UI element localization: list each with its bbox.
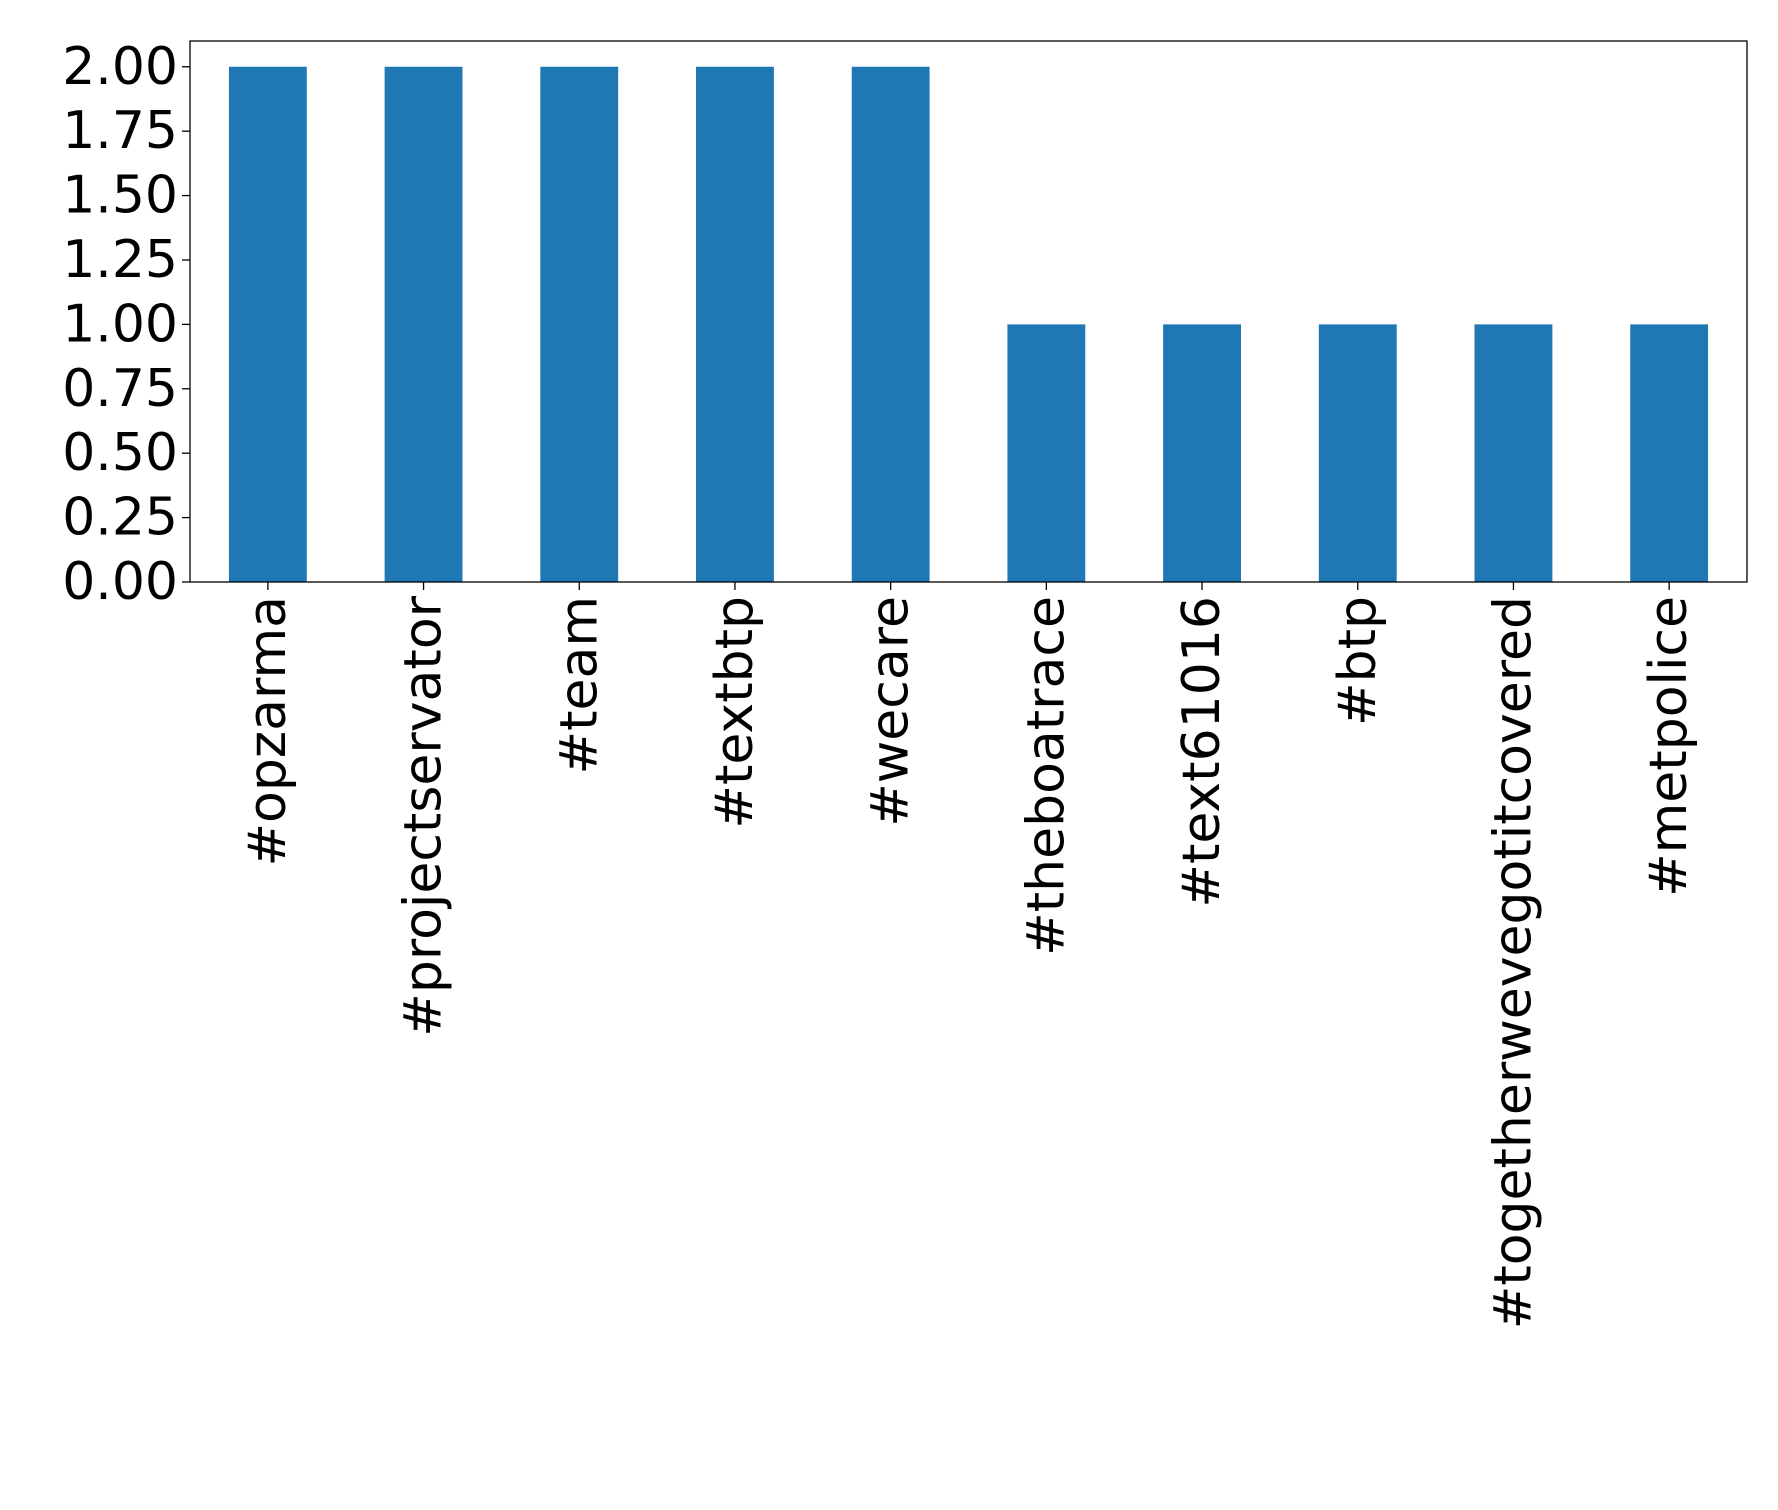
x-tick-label: #togetherwevegotitcovered: [1483, 596, 1543, 1329]
x-tick-label: #wecare: [861, 596, 921, 827]
bars-layer: [228, 66, 1709, 582]
x-tick-label: #opzarma: [238, 596, 298, 867]
bar-theboatrace: [1007, 324, 1086, 582]
y-tick-label: 1.00: [62, 294, 178, 354]
bar-projectservator: [384, 66, 463, 582]
bar-opzarma: [228, 66, 307, 582]
y-tick-label: 0.75: [62, 359, 178, 419]
y-tick-label: 0.50: [62, 423, 178, 483]
bar-textbtp: [696, 66, 774, 582]
x-axis: #opzarma #projectservator #team #textbtp #we…: [238, 582, 1699, 1329]
bar-btp: [1318, 324, 1397, 582]
y-tick-label: 0.25: [62, 488, 178, 548]
plot-frame: [189, 40, 1748, 583]
bar-wecare: [851, 66, 930, 582]
x-tick-label: #team: [549, 596, 609, 774]
x-tick-label: #text61016: [1172, 596, 1232, 908]
bar-team: [540, 66, 619, 582]
x-tick-label: #btp: [1328, 596, 1388, 726]
x-tick-label: #projectservator: [394, 595, 454, 1036]
bar-metpolice: [1630, 324, 1709, 582]
y-tick-label: 2.00: [62, 37, 178, 97]
y-tick-label: 1.75: [62, 101, 178, 161]
x-tick-label: #textbtp: [705, 596, 765, 829]
y-axis: 0.000.250.500.751.001.251.501.752.00: [62, 37, 190, 612]
bar-togetherwevegotitcovered: [1474, 324, 1553, 582]
bar-text61016: [1163, 324, 1241, 582]
y-tick-label: 0.00: [62, 552, 178, 612]
y-tick-label: 1.50: [62, 166, 178, 226]
axes-layer: [189, 40, 1748, 583]
x-tick-label: #theboatrace: [1016, 596, 1076, 956]
x-tick-label: #metpolice: [1639, 596, 1699, 897]
y-tick-label: 1.25: [62, 230, 178, 290]
